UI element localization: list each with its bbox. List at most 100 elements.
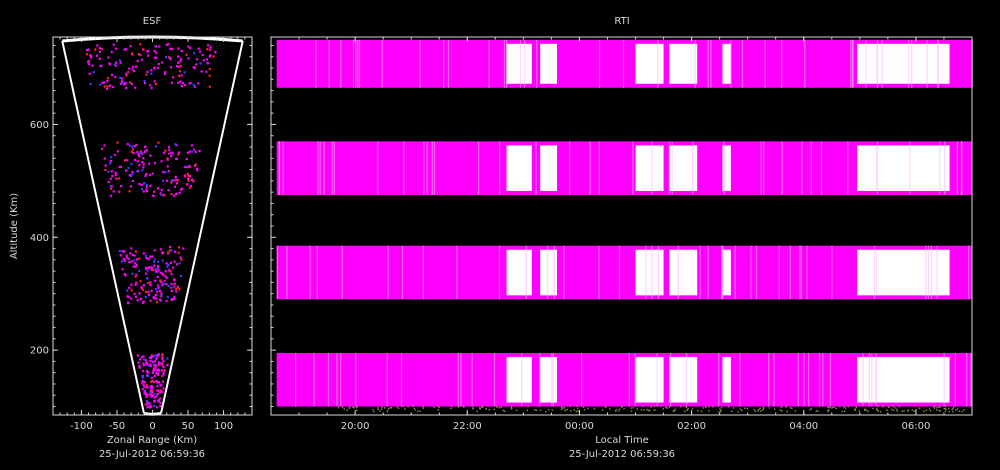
rti-echo-streak [829,352,832,407]
rti-echo-streak [628,352,630,407]
rti-noise-point [621,405,624,407]
esf-echo-point [198,149,201,153]
rti-echo-streak [750,245,752,300]
esf-echo-point [179,64,182,67]
rti-noise-point [847,405,850,408]
esf-echo-point [119,165,122,168]
rti-echo-streak [876,141,878,195]
rti-noise-point [576,405,578,408]
esf-echo-point [130,297,133,300]
rti-noise-point [785,406,787,408]
esf-echo-point [141,356,144,359]
rti-echo-streak [381,39,383,88]
esf-echo-point [125,256,128,259]
rti-noise-point [433,406,435,409]
esf-echo-point [154,268,157,271]
rti-echo-streak [340,39,342,88]
esf-echo-point [194,163,197,166]
esf-echo-point [149,184,152,187]
esf-echo-point [143,380,146,384]
esf-echo-point [166,295,169,299]
rti-noise-point [892,409,895,412]
esf-echo-point [195,63,198,66]
rti-noise-point [894,407,896,409]
rti-noise-point [944,407,946,410]
rti-noise-point [632,407,634,409]
esf-echo-point [155,372,158,375]
esf-echo-point [99,83,102,86]
rti-noise-point [498,406,500,409]
rti-echo-streak [598,39,601,88]
esf-echo-point [156,392,159,396]
esf-echo-point [149,154,152,157]
esf-echo-point [156,353,159,357]
esf-echo-point [127,71,130,74]
esf-echo-point [107,56,110,59]
esf-echo-point [144,150,147,153]
esf-echo-point [195,58,199,61]
esf-echo-point [150,384,153,388]
esf-echo-point [187,57,190,60]
esf-echo-point [165,179,168,182]
rti-echo-band [276,245,972,300]
esf-echo-point [146,401,150,404]
rti-noise-point [948,407,950,410]
rti-noise-point [911,409,913,411]
rti-echo-streak [668,141,670,195]
rti-noise-point [746,408,749,410]
esf-echo-point [186,151,190,154]
esf-echo-point [154,83,158,86]
esf-echo-point [147,282,150,285]
esf-echo-point [178,246,181,249]
esf-echo-point [157,141,160,144]
rti-strong-echo [669,249,698,296]
esf-echo-point [149,266,152,269]
rti-noise-point [397,407,400,410]
esf-echo-point [145,183,148,186]
rti-x-tick-label: 02:00 [677,421,706,432]
esf-echo-point [178,70,182,73]
rti-echo-streak [598,141,600,195]
rti-echo-streak [671,141,673,195]
rti-noise-point [404,408,406,410]
esf-echo-point [141,152,144,155]
rti-plot-area [276,39,973,413]
esf-echo-point [158,45,161,48]
rti-noise-point [355,406,358,409]
esf-echo-point [146,405,149,408]
esf-echo-point [180,74,183,77]
esf-echo-point [149,365,152,368]
rti-noise-point [879,410,882,413]
rti-noise-point [621,406,623,408]
esf-echo-point [150,388,153,391]
esf-echo-point [127,302,130,305]
esf-echo-point [141,161,144,164]
esf-echo-point [149,173,152,176]
esf-echo-point [106,80,109,83]
rti-noise-point [476,410,478,413]
esf-echo-point [125,86,128,90]
rti-noise-point [653,405,656,408]
esf-echo-point [141,381,144,384]
esf-echo-point [163,369,166,372]
esf-echo-point [167,145,170,148]
esf-echo-point [149,386,152,389]
esf-echo-point [159,397,162,400]
esf-echo-point [150,266,154,269]
esf-echo-point [128,286,131,289]
esf-echo-point [101,81,104,84]
rti-noise-point [457,406,460,408]
rti-echo-streak [377,141,379,195]
rti-strong-echo [857,43,877,84]
esf-echo-point [140,297,143,301]
esf-echo-point [164,55,167,59]
esf-echo-point [114,75,117,79]
esf-echo-point [140,183,143,186]
rti-noise-point [386,410,389,412]
esf-echo-point [153,258,156,261]
esf-echo-point [180,49,183,52]
esf-echo-point [155,51,158,54]
rti-noise-point [963,409,965,411]
rti-echo-streak [797,352,799,407]
esf-echo-point [136,160,139,163]
